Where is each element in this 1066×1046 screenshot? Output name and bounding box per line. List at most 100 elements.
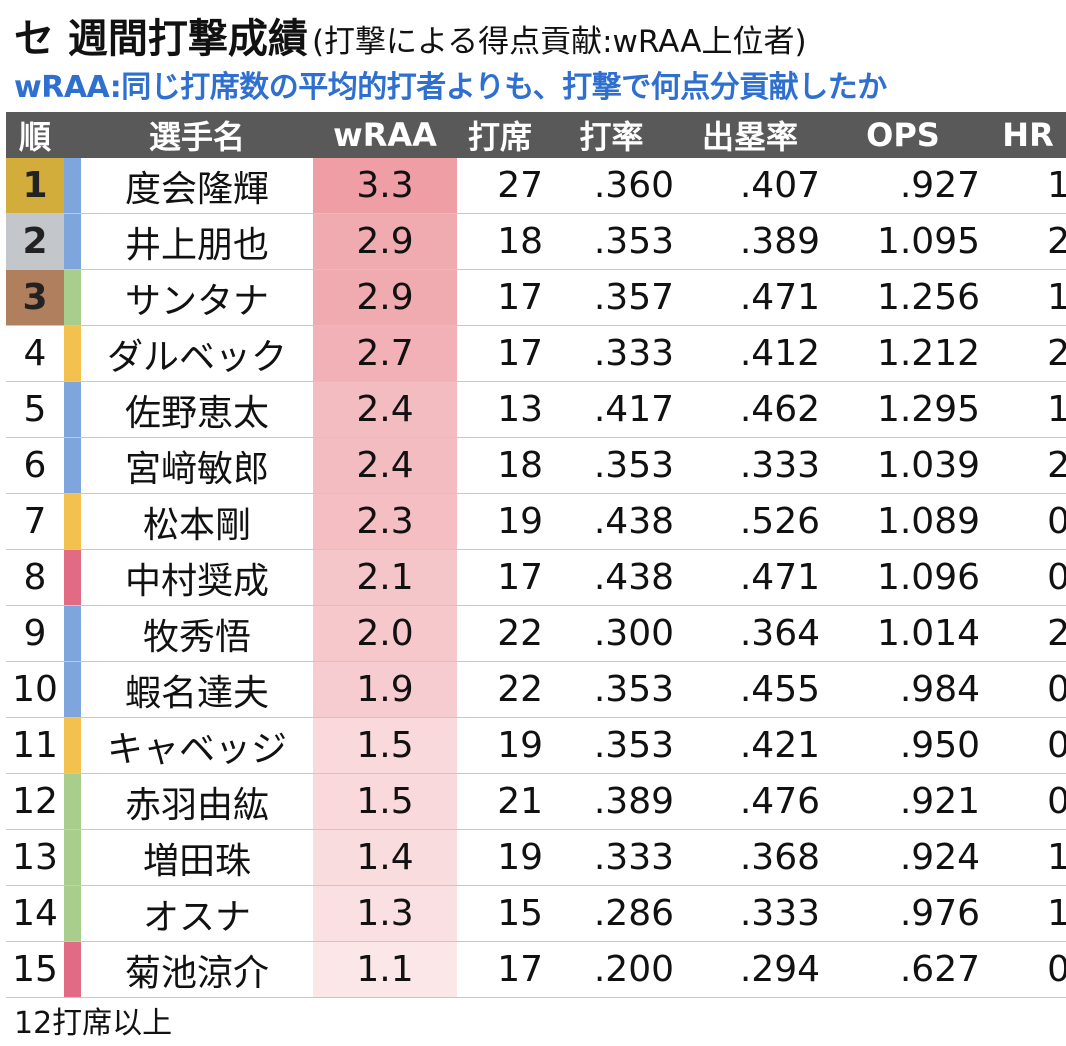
- team-color-bar: [64, 661, 81, 718]
- wraa-value: 2.4: [313, 437, 457, 494]
- table-row: 3 サンタナ 2.9 17.357.471 1.256 1: [6, 269, 1066, 326]
- avg-value: .333: [549, 829, 680, 886]
- ops-value: .984: [826, 661, 986, 718]
- hr-value: 0: [986, 549, 1066, 606]
- pa-value: 13: [457, 381, 549, 438]
- wraa-value: 2.4: [313, 381, 457, 438]
- rank-cell: 9: [6, 605, 64, 662]
- table-row: 4 ダルベック 2.7 17.333.412 1.212 2: [6, 325, 1066, 382]
- pa-value: 17: [457, 549, 549, 606]
- avg-value: .300: [549, 605, 680, 662]
- header-team-color: [64, 112, 81, 158]
- table-row: 8 中村奨成 2.1 17.438.471 1.096 0: [6, 549, 1066, 606]
- pa-value: 19: [457, 493, 549, 550]
- team-color-bar: [64, 773, 81, 830]
- header-wraa: wRAA: [313, 112, 457, 158]
- obp-value: .389: [680, 213, 826, 270]
- avg-value: .438: [549, 549, 680, 606]
- header-hr: HR: [986, 112, 1066, 158]
- table-body: 1 度会隆輝 3.3 27.360.407.927 1 2 井上朋也 2.9 18.353.38…: [6, 158, 1066, 998]
- avg-value: .360: [549, 158, 680, 214]
- avg-value: .353: [549, 661, 680, 718]
- table-row: 1 度会隆輝 3.3 27.360.407.927 1: [6, 158, 1066, 214]
- player-name: キャベッジ: [81, 717, 313, 774]
- pa-value: 22: [457, 661, 549, 718]
- player-name: 佐野恵太: [81, 381, 313, 438]
- avg-value: .417: [549, 381, 680, 438]
- team-color-bar: [64, 269, 81, 326]
- rank-cell: 6: [6, 437, 64, 494]
- hr-value: 1: [986, 829, 1066, 886]
- header-pa: 打席: [457, 112, 549, 158]
- ops-value: 1.295: [826, 381, 986, 438]
- table-row: 7 松本剛 2.3 19.438.526 1.089 0: [6, 493, 1066, 550]
- avg-value: .389: [549, 773, 680, 830]
- table-row: 14 オスナ 1.3 15.286.333.976 1: [6, 885, 1066, 942]
- obp-value: .526: [680, 493, 826, 550]
- header-rank: 順: [6, 112, 64, 158]
- header-ops: OPS: [826, 112, 986, 158]
- obp-value: .471: [680, 549, 826, 606]
- obp-value: .455: [680, 661, 826, 718]
- wraa-value: 1.4: [313, 829, 457, 886]
- player-name: 井上朋也: [81, 213, 313, 270]
- player-name: 蝦名達夫: [81, 661, 313, 718]
- rank-cell: 2: [6, 213, 64, 270]
- table-row: 2 井上朋也 2.9 18.353.389 1.095 2: [6, 213, 1066, 270]
- hr-value: 1: [986, 158, 1066, 214]
- ops-value: .921: [826, 773, 986, 830]
- table-row: 10 蝦名達夫 1.9 22.353.455.984 0: [6, 661, 1066, 718]
- avg-value: .333: [549, 325, 680, 382]
- player-name: ダルベック: [81, 325, 313, 382]
- rank-cell: 15: [6, 941, 64, 998]
- rank-cell: 3: [6, 269, 64, 326]
- ops-value: 1.014: [826, 605, 986, 662]
- footnote: 12打席以上: [14, 1006, 173, 1041]
- ops-value: .627: [826, 941, 986, 998]
- avg-value: .357: [549, 269, 680, 326]
- table-row: 13 増田珠 1.4 19.333.368.924 1: [6, 829, 1066, 886]
- obp-value: .364: [680, 605, 826, 662]
- player-name: 増田珠: [81, 829, 313, 886]
- obp-value: .407: [680, 158, 826, 214]
- wraa-value: 2.9: [313, 213, 457, 270]
- header-avg: 打率: [549, 112, 680, 158]
- obp-value: .471: [680, 269, 826, 326]
- team-color-bar: [64, 325, 81, 382]
- rank-cell: 14: [6, 885, 64, 942]
- rank-cell: 7: [6, 493, 64, 550]
- rank-cell: 10: [6, 661, 64, 718]
- team-color-bar: [64, 437, 81, 494]
- hr-value: 2: [986, 605, 1066, 662]
- batting-table: 順 選手名 wRAA 打席 打率 出塁率 OPS HR 1 度会隆輝 3.3 27.3…: [6, 112, 1066, 998]
- title-main: セ 週間打撃成績: [14, 16, 308, 62]
- player-name: 赤羽由紘: [81, 773, 313, 830]
- pa-value: 21: [457, 773, 549, 830]
- team-color-bar: [64, 213, 81, 270]
- ops-value: .924: [826, 829, 986, 886]
- hr-value: 0: [986, 717, 1066, 774]
- obp-value: .412: [680, 325, 826, 382]
- table-row: 9 牧秀悟 2.0 22.300.364 1.014 2: [6, 605, 1066, 662]
- wraa-definition: wRAA:同じ打席数の平均的打者よりも、打撃で何点分貢献したか: [14, 70, 887, 105]
- player-name: オスナ: [81, 885, 313, 942]
- team-color-bar: [64, 717, 81, 774]
- avg-value: .353: [549, 717, 680, 774]
- player-name: 宮﨑敏郎: [81, 437, 313, 494]
- team-color-bar: [64, 549, 81, 606]
- table-row: 11 キャベッジ 1.5 19.353.421.950 0: [6, 717, 1066, 774]
- wraa-value: 2.7: [313, 325, 457, 382]
- hr-value: 0: [986, 941, 1066, 998]
- header-obp: 出塁率: [680, 112, 826, 158]
- pa-value: 15: [457, 885, 549, 942]
- pa-value: 18: [457, 437, 549, 494]
- hr-value: 0: [986, 661, 1066, 718]
- obp-value: .368: [680, 829, 826, 886]
- hr-value: 2: [986, 325, 1066, 382]
- team-color-bar: [64, 381, 81, 438]
- pa-value: 19: [457, 829, 549, 886]
- hr-value: 0: [986, 773, 1066, 830]
- player-name: 菊池涼介: [81, 941, 313, 998]
- header-row: 順 選手名 wRAA 打席 打率 出塁率 OPS HR: [6, 112, 1066, 158]
- hr-value: 2: [986, 213, 1066, 270]
